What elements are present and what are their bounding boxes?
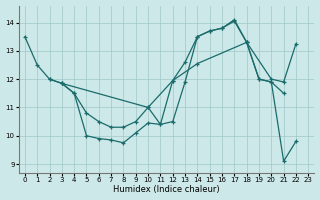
- X-axis label: Humidex (Indice chaleur): Humidex (Indice chaleur): [113, 185, 220, 194]
